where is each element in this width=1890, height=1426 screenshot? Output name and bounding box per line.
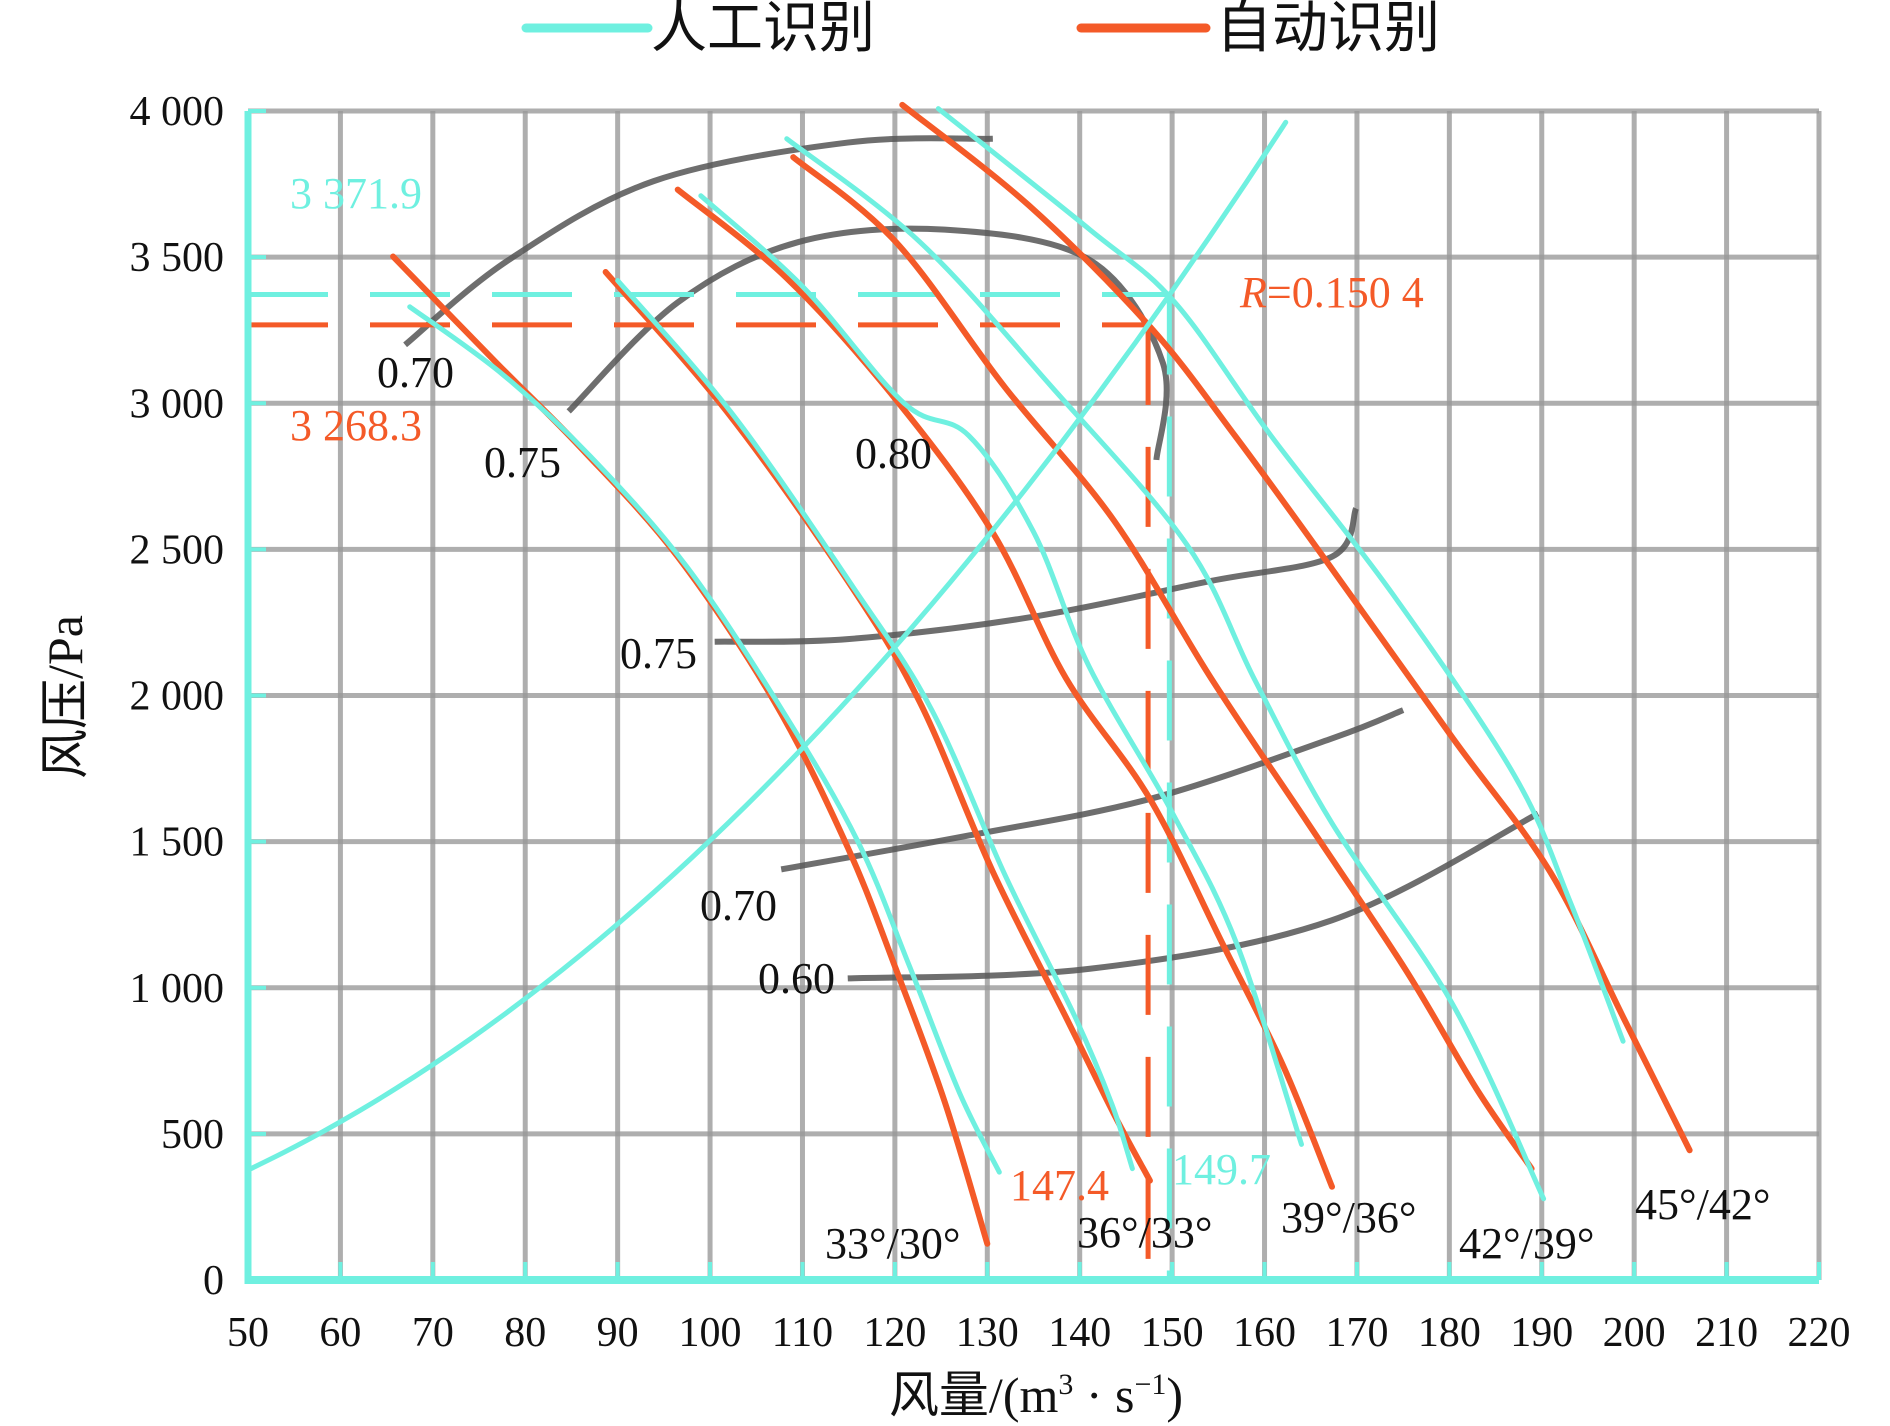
y-axis-title: 风压/Pa — [37, 615, 93, 779]
manual-fan-curve — [698, 193, 1304, 1147]
auto-fan-curve — [674, 186, 1335, 1190]
x-tick-label: 160 — [1233, 1310, 1296, 1356]
system-resistance-curve — [245, 119, 1289, 1173]
blade-angle-label: 36°/33° — [1077, 1208, 1212, 1257]
manual-fan-curve — [784, 136, 1547, 1202]
efficiency-curve — [403, 135, 993, 348]
x-tick-label: 150 — [1141, 1310, 1204, 1356]
efficiency-label: 0.75 — [620, 629, 697, 678]
y-tick-label: 1 500 — [130, 820, 225, 866]
efficiency-label: 0.70 — [700, 881, 777, 930]
efficiency-curves — [403, 135, 1540, 982]
axes — [244, 109, 1821, 1284]
y-tick-label: 4 000 — [130, 89, 225, 135]
x-tick-label: 100 — [679, 1310, 742, 1356]
auto-flow-label: 147.4 — [1010, 1161, 1109, 1210]
x-tick-labels: 50 60 70 80 90 100 110 120 130 140 150 160 170 180 190… — [227, 1310, 1851, 1356]
manual-flow-label: 149.7 — [1172, 1145, 1271, 1194]
blade-angle-label: 39°/36° — [1281, 1193, 1416, 1242]
manual-pressure-label: 3 371.9 — [290, 169, 422, 218]
efficiency-curve — [780, 707, 1405, 873]
x-tick-label: 180 — [1418, 1310, 1481, 1356]
auto-fan-curve — [602, 269, 1153, 1184]
x-tick-label: 70 — [412, 1310, 454, 1356]
x-tick-label: 80 — [504, 1310, 546, 1356]
auto-fan-curve — [790, 154, 1535, 1172]
y-tick-label: 2 000 — [130, 674, 225, 720]
x-tick-label: 200 — [1603, 1310, 1666, 1356]
efficiency-curve — [714, 507, 1359, 645]
y-tick-label: 2 500 — [130, 527, 225, 573]
efficiency-label: 0.75 — [484, 438, 561, 487]
x-tick-label: 170 — [1325, 1310, 1388, 1356]
y-tick-label: 0 — [203, 1258, 224, 1304]
x-tick-label: 220 — [1788, 1310, 1851, 1356]
y-tick-label: 500 — [161, 1112, 224, 1158]
manual-fan-curve — [935, 106, 1626, 1044]
x-tick-label: 90 — [597, 1310, 639, 1356]
x-tick-label: 50 — [227, 1310, 269, 1356]
legend: 人工识别 自动识别 — [521, 0, 1440, 60]
resistance-label: R=0.150 4 — [1239, 268, 1424, 317]
manual-fan-curve — [615, 278, 1135, 1172]
x-tick-label: 110 — [772, 1310, 833, 1356]
annotations: 3 371.9 3 268.3 R=0.150 4 147.4 149.7 0.… — [290, 169, 1770, 1268]
x-tick-label: 190 — [1510, 1310, 1573, 1356]
blade-angle-label: 42°/39° — [1459, 1219, 1594, 1268]
efficiency-curve — [847, 810, 1540, 982]
legend-label-auto: 自动识别 — [1216, 0, 1440, 60]
manual-fan-curve — [407, 304, 1002, 1175]
x-axis-title: 风量/(m3 · s−1) — [889, 1367, 1183, 1423]
x-tick-label: 210 — [1695, 1310, 1758, 1356]
grid — [245, 108, 1822, 1283]
x-tick-label: 60 — [319, 1310, 361, 1356]
efficiency-curve — [566, 225, 1170, 461]
auto-fan-curve — [899, 101, 1693, 1154]
x-tick-label: 140 — [1048, 1310, 1111, 1356]
y-tick-label: 3 000 — [130, 381, 225, 427]
blade-angle-label: 45°/42° — [1635, 1180, 1770, 1229]
auto-pressure-label: 3 268.3 — [290, 401, 422, 450]
y-tick-label: 3 500 — [130, 235, 225, 281]
y-tick-label: 1 000 — [130, 966, 225, 1012]
efficiency-label: 0.60 — [758, 954, 835, 1003]
efficiency-label: 0.80 — [855, 429, 932, 478]
y-tick-labels: 0 500 1 000 1 500 2 000 2 500 3 000 3 500 4 000 — [130, 89, 225, 1304]
x-tick-label: 120 — [863, 1310, 926, 1356]
x-tick-label: 130 — [956, 1310, 1019, 1356]
series-curves — [245, 101, 1693, 1247]
legend-label-manual: 人工识别 — [651, 0, 875, 60]
blade-angle-label: 33°/30° — [825, 1219, 960, 1268]
efficiency-label: 0.70 — [377, 348, 454, 397]
